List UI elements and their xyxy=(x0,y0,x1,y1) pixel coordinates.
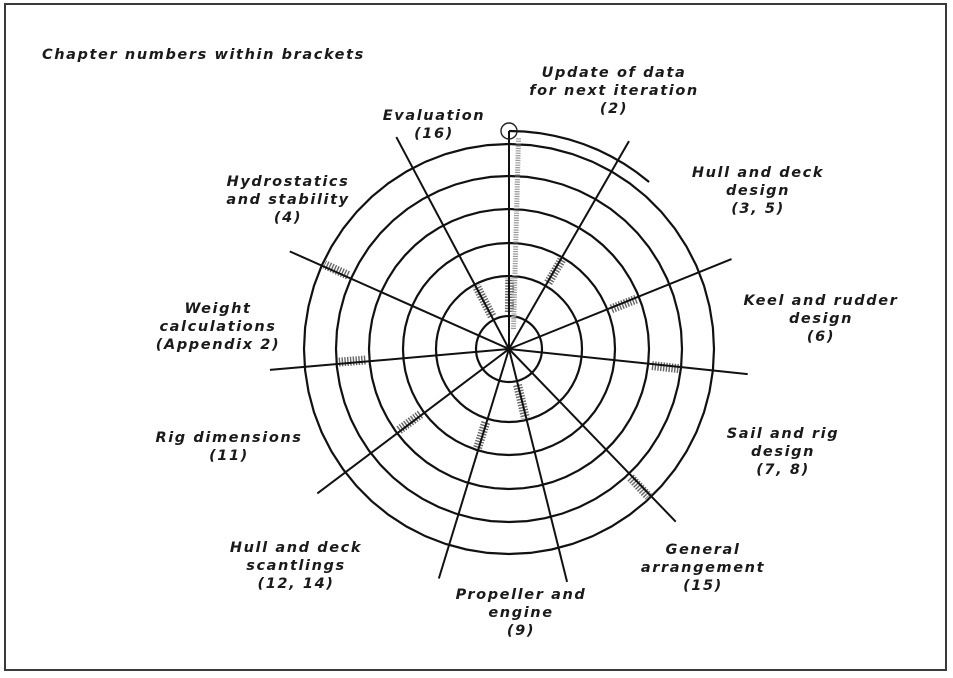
stage-label-line: Rig dimensions xyxy=(155,430,302,446)
stage-label-hull-deck-design: Hull and deck design (3, 5) xyxy=(692,165,824,217)
stage-label-line: (3, 5) xyxy=(731,201,785,217)
stage-label-general-arrangement: General arrangement (15) xyxy=(641,542,765,594)
hatched-segment xyxy=(651,361,680,374)
stage-label-update: Update of data for next iteration (2) xyxy=(529,65,699,117)
stage-label-sail-rig: Sail and rig design (7, 8) xyxy=(727,426,839,478)
hatched-segment xyxy=(473,421,491,450)
spoke-weight-calculations xyxy=(269,348,510,371)
spoke-propeller-engine xyxy=(508,348,569,583)
stage-label-line: Propeller and xyxy=(456,587,587,603)
hatched-segment xyxy=(609,294,640,314)
stage-label-line: design xyxy=(789,311,853,327)
hatched-segment xyxy=(322,260,350,280)
stage-label-line: (2) xyxy=(600,101,628,117)
stage-label-line: (15) xyxy=(683,578,723,594)
stage-label-line: Weight xyxy=(184,301,251,317)
spoke-sail-rig xyxy=(508,348,748,376)
stage-label-line: and stability xyxy=(226,192,349,208)
stage-label-line: (12, 14) xyxy=(258,576,335,592)
spoke-hull-deck-design xyxy=(508,140,630,350)
spoke-general-arrangement xyxy=(508,348,677,523)
spoke-rig-dimensions xyxy=(316,348,510,495)
stage-label-line: arrangement xyxy=(641,560,765,576)
spiral-ring xyxy=(434,274,584,424)
hatched-segment xyxy=(511,137,522,330)
start-circle-marker xyxy=(500,122,518,140)
spiral-spokes xyxy=(269,131,748,583)
spiral-ring xyxy=(302,142,716,556)
stage-label-line: (4) xyxy=(274,210,302,226)
stage-labels: Update of data for next iteration (2) Hull … xyxy=(155,65,899,639)
stage-label-line: Hull and deck xyxy=(230,540,362,556)
hatched-segment xyxy=(395,410,424,435)
spiral-ring xyxy=(367,207,651,491)
stage-label-propeller-engine: Propeller and engine (9) xyxy=(456,587,587,639)
stage-label-line: (9) xyxy=(507,623,535,639)
stage-label-line: Update of data xyxy=(542,65,687,81)
stage-label-line: Evaluation xyxy=(383,108,485,124)
stage-label-line: Hull and deck xyxy=(692,165,824,181)
stage-label-hull-deck-scantlings: Hull and deck scantlings (12, 14) xyxy=(230,540,362,592)
outer-iteration-arc xyxy=(508,129,650,183)
diagram-frame: Chapter numbers within brackets Update o… xyxy=(4,3,947,671)
spoke-keel-rudder xyxy=(508,258,732,350)
diagram-title: Chapter numbers within brackets xyxy=(42,47,365,63)
stage-label-keel-rudder: Keel and rudder design (6) xyxy=(744,293,899,345)
stage-label-line: (7, 8) xyxy=(756,462,810,478)
hatched-segment xyxy=(544,257,566,286)
stage-label-line: for next iteration xyxy=(529,83,699,99)
spiral-ring xyxy=(401,241,617,457)
stage-label-line: scantlings xyxy=(246,558,346,574)
spiral-ring xyxy=(474,314,544,384)
stage-label-line: (11) xyxy=(209,448,249,464)
spiral-rings xyxy=(302,129,716,556)
spoke-evaluation xyxy=(395,136,510,350)
stage-label-line: design xyxy=(751,444,815,460)
stage-label-line: Sail and rig xyxy=(727,426,839,442)
stage-label-weight-calculations: Weight calculations (Appendix 2) xyxy=(156,301,280,353)
stage-label-evaluation: Evaluation (16) xyxy=(383,108,485,142)
spoke-hydrostatics xyxy=(289,250,510,350)
stage-label-rig-dimensions: Rig dimensions (11) xyxy=(155,430,302,464)
stage-label-line: engine xyxy=(488,605,553,621)
stage-label-line: (16) xyxy=(414,126,454,142)
stage-label-line: design xyxy=(726,183,790,199)
hatched-segment xyxy=(627,474,652,500)
stage-label-line: (6) xyxy=(807,329,835,345)
start-circle-marker-shape xyxy=(500,122,518,140)
hatched-segment xyxy=(338,355,366,367)
stage-label-line: (Appendix 2) xyxy=(156,337,280,353)
stage-label-hydrostatics: Hydrostatics and stability (4) xyxy=(226,174,349,226)
spoke-hull-deck-scantlings xyxy=(437,348,510,579)
stage-label-line: Keel and rudder xyxy=(744,293,899,309)
stage-label-line: calculations xyxy=(159,319,276,335)
stage-label-line: General xyxy=(666,542,741,558)
design-spiral-diagram: Chapter numbers within brackets Update o… xyxy=(42,47,899,639)
stage-label-line: Hydrostatics xyxy=(227,174,350,190)
spiral-ring xyxy=(334,174,684,524)
